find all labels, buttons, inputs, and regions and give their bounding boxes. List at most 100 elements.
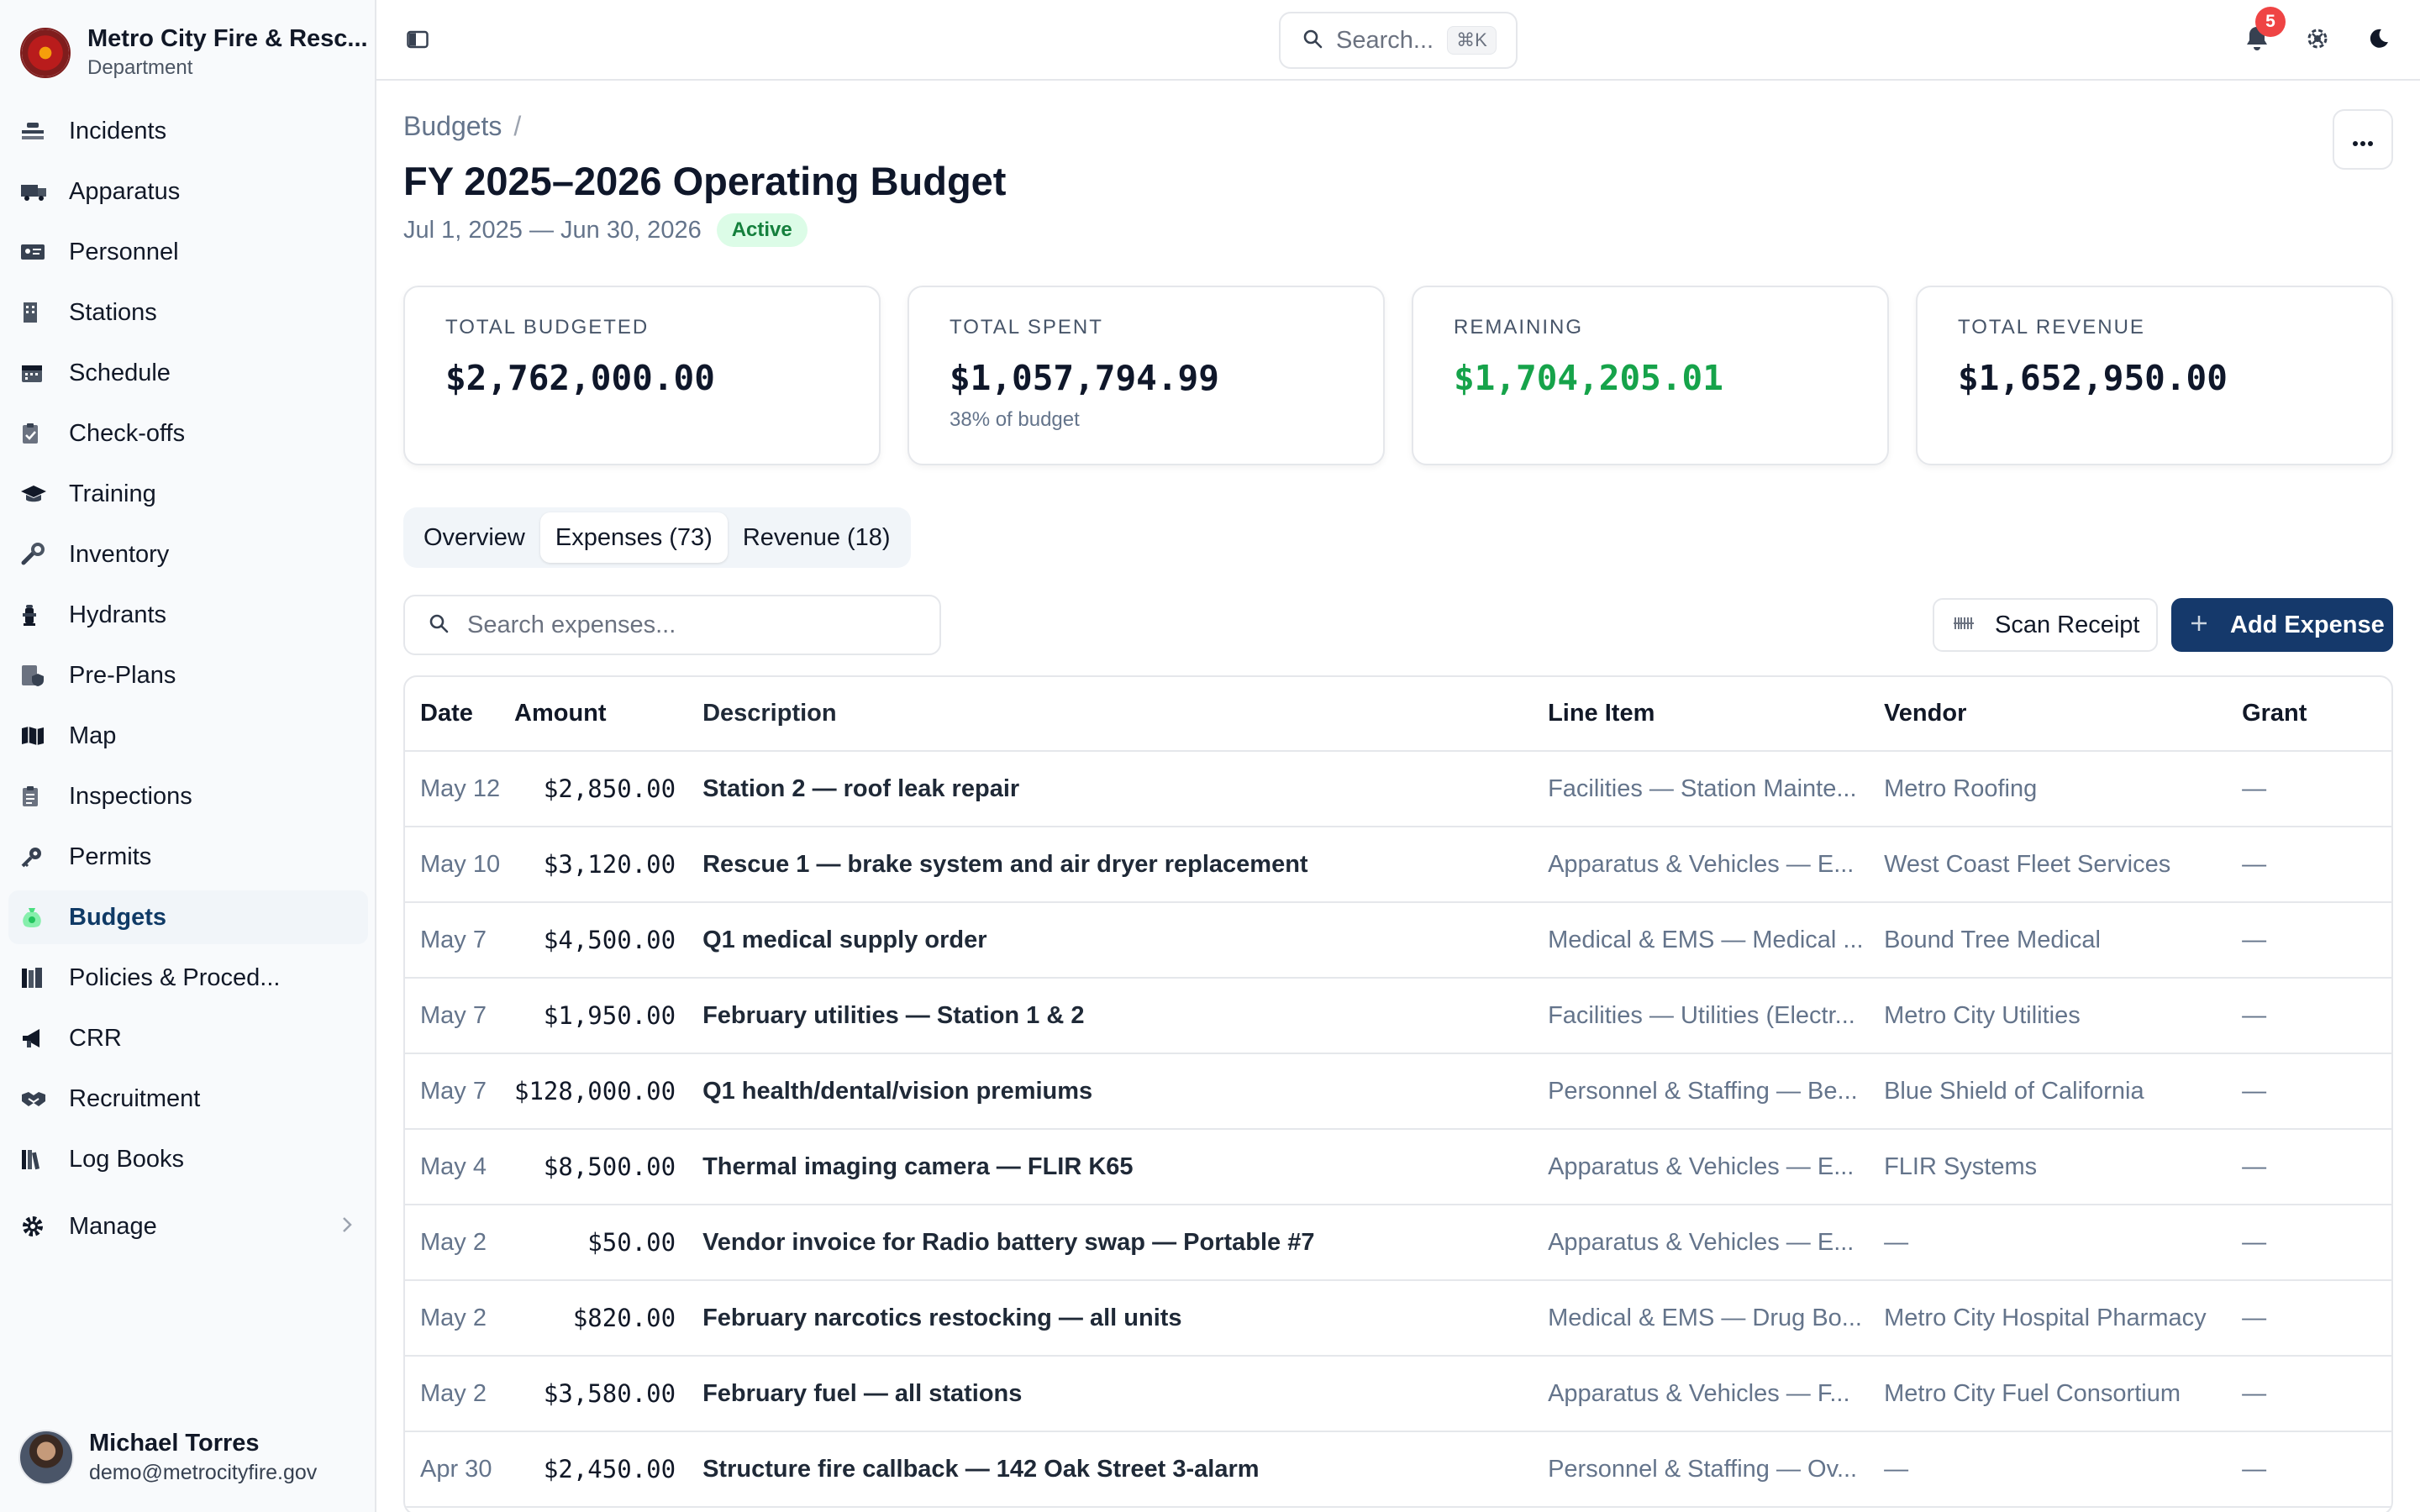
expense-date: May 7 xyxy=(405,902,514,979)
sidebar-item-label: Check-offs xyxy=(69,419,186,447)
table-row[interactable]: Apr 30 $2,450.00 Structure fire callback —… xyxy=(405,1431,2391,1508)
sidebar-item-incidents[interactable]: Incidents xyxy=(8,104,368,158)
expense-grant: — xyxy=(2242,1356,2391,1432)
card-label: REMAINING xyxy=(1454,316,1584,339)
total-revenue-card: TOTAL REVENUE $1,652,950.00 xyxy=(1916,286,2393,465)
sidebar-item-personnel[interactable]: Personnel xyxy=(8,225,368,279)
tab-revenue[interactable]: Revenue (18) xyxy=(742,523,891,551)
expense-vendor: West Coast Fleet Services xyxy=(1884,827,2243,903)
sidebar-item-schedule[interactable]: Schedule xyxy=(8,346,368,400)
scan-receipt-label: Scan Receipt xyxy=(1995,611,2140,638)
expense-grant: — xyxy=(2242,751,2391,827)
table-row[interactable]: May 4 $8,500.00 Thermal imaging camera — F… xyxy=(405,1129,2391,1205)
budget-tabs: Overview Expenses (73) Revenue (18) xyxy=(403,507,911,568)
expense-description: February utilities — Station 1 & 2 xyxy=(702,978,1549,1054)
status-badge: Active xyxy=(716,213,808,247)
expenses-search-input[interactable]: Search expenses... xyxy=(403,595,941,655)
expense-vendor: Metro Roofing xyxy=(1884,751,2243,827)
notifications-button[interactable]: 5 xyxy=(2238,7,2286,59)
wrench-icon xyxy=(20,542,52,567)
expense-description: Structure fire callback — 142 Oak Street… xyxy=(702,1431,1549,1508)
expense-amount: $2,850.00 xyxy=(514,751,703,827)
page-title: FY 2025–2026 Operating Budget xyxy=(403,159,1007,203)
org-header[interactable]: Metro City Fire & Resc... Department xyxy=(20,25,368,80)
column-header-date[interactable]: Date xyxy=(405,677,514,752)
table-row[interactable]: May 7 $4,500.00 Q1 medical supply order Med… xyxy=(405,902,2391,979)
user-profile[interactable]: Michael Torres demo@metrocityfire.gov xyxy=(18,1430,317,1485)
user-email: demo@metrocityfire.gov xyxy=(89,1461,318,1484)
sidebar-item-crr[interactable]: CRR xyxy=(8,1011,368,1065)
sidebar-item-policies-proced[interactable]: Policies & Proced... xyxy=(8,951,368,1005)
expense-vendor: Metro City Hospital Pharmacy xyxy=(1884,1280,2243,1357)
more-actions-button[interactable] xyxy=(2333,109,2393,170)
table-row[interactable]: May 2 $50.00 Vendor invoice for Radio batt… xyxy=(405,1205,2391,1281)
sidebar-item-permits[interactable]: Permits xyxy=(8,830,368,884)
ellipsis-icon xyxy=(2352,125,2374,154)
expense-vendor: Blue Shield of California xyxy=(1884,1053,2243,1130)
map-icon xyxy=(20,723,52,748)
card-label: TOTAL SPENT xyxy=(950,316,1103,339)
sidebar-item-hydrants[interactable]: Hydrants xyxy=(8,588,368,642)
column-header-amount[interactable]: Amount xyxy=(514,677,703,752)
column-header-line-item[interactable]: Line Item xyxy=(1548,677,1885,752)
expense-vendor: Bound Tree Medical xyxy=(1884,902,2243,979)
sidebar-item-check-offs[interactable]: Check-offs xyxy=(8,407,368,460)
expense-line-item: Medical & EMS — Drug Bo... xyxy=(1548,1280,1885,1357)
hydrant-icon xyxy=(20,602,52,627)
column-header-vendor[interactable]: Vendor xyxy=(1884,677,2243,752)
sidebar-item-recruitment[interactable]: Recruitment xyxy=(8,1072,368,1126)
sidebar-item-manage[interactable]: Manage xyxy=(8,1200,368,1253)
expense-line-item: Facilities — Utilities (Electr... xyxy=(1548,978,1885,1054)
expense-vendor: Metro City Fuel Consortium xyxy=(1884,1356,2243,1432)
column-header-description[interactable]: Description xyxy=(702,677,1549,752)
scan-receipt-button[interactable]: Scan Receipt xyxy=(1933,598,2158,652)
tab-expenses[interactable]: Expenses (73) xyxy=(539,512,728,563)
expense-line-item: Medical & EMS — Medical ... xyxy=(1548,902,1885,979)
expense-date: May 12 xyxy=(405,751,514,827)
expense-description: Q1 health/dental/vision premiums xyxy=(702,1053,1549,1130)
column-header-grant[interactable]: Grant xyxy=(2242,677,2391,752)
sidebar-item-budgets[interactable]: Budgets xyxy=(8,890,368,944)
sidebar-item-label: Policies & Proced... xyxy=(69,963,281,991)
sidebar-item-inspections[interactable]: Inspections xyxy=(8,769,368,823)
theme-toggle-button[interactable] xyxy=(2360,22,2396,59)
sidebar-item-log-books[interactable]: Log Books xyxy=(8,1132,368,1186)
table-row[interactable]: May 7 $128,000.00 Q1 health/dental/vision … xyxy=(405,1053,2391,1130)
table-row[interactable]: May 10 $3,120.00 Rescue 1 — brake system a… xyxy=(405,827,2391,903)
sidebar-item-pre-plans[interactable]: Pre-Plans xyxy=(8,648,368,702)
table-row[interactable]: May 12 $2,850.00 Station 2 — roof leak rep… xyxy=(405,751,2391,827)
table-row[interactable]: May 7 $1,950.00 February utilities — Stati… xyxy=(405,978,2391,1054)
table-row[interactable]: May 2 $3,580.00 February fuel — all statio… xyxy=(405,1356,2391,1432)
sidebar-item-inventory[interactable]: Inventory xyxy=(8,528,368,581)
sidebar-item-label: CRR xyxy=(69,1024,122,1052)
add-expense-label: Add Expense xyxy=(2230,611,2385,638)
sidebar-item-training[interactable]: Training xyxy=(8,467,368,521)
sidebar-toggle-icon[interactable] xyxy=(407,30,429,53)
total-revenue-value: $1,652,950.00 xyxy=(1958,358,2228,398)
sidebar-item-label: Stations xyxy=(69,298,157,326)
notification-count-badge: 5 xyxy=(2255,7,2286,37)
sidebar-item-label: Schedule xyxy=(69,359,171,386)
percent-of-budget: 38% of budget xyxy=(950,408,1080,431)
settings-button[interactable] xyxy=(2299,22,2336,59)
sidebar-item-label: Hydrants xyxy=(69,601,167,628)
tab-overview[interactable]: Overview xyxy=(424,523,525,551)
expense-description: February narcotics restocking — all unit… xyxy=(702,1280,1549,1357)
table-row[interactable]: May 2 $820.00 February narcotics restockin… xyxy=(405,1280,2391,1357)
add-expense-button[interactable]: Add Expense xyxy=(2171,598,2393,652)
global-search[interactable]: Search... ⌘K xyxy=(1279,12,1518,69)
expense-date: May 4 xyxy=(405,1129,514,1205)
sidebar-item-stations[interactable]: Stations xyxy=(8,286,368,339)
expense-line-item: Apparatus & Vehicles — F... xyxy=(1548,1356,1885,1432)
expense-line-item: Personnel & Staffing — Be... xyxy=(1548,1053,1885,1130)
breadcrumb-budgets-link[interactable]: Budgets xyxy=(403,111,502,141)
incidents-icon xyxy=(20,118,52,144)
expense-vendor: — xyxy=(1884,1431,2243,1508)
expense-amount: $8,500.00 xyxy=(514,1129,703,1205)
card-label: TOTAL REVENUE xyxy=(1958,316,2145,339)
sidebar-item-apparatus[interactable]: Apparatus xyxy=(8,165,368,218)
summary-cards: TOTAL BUDGETED $2,762,000.00 TOTAL SPENT… xyxy=(403,286,2393,465)
expense-line-item: Facilities — Station Mainte... xyxy=(1548,751,1885,827)
expense-amount: $3,120.00 xyxy=(514,827,703,903)
sidebar-item-map[interactable]: Map xyxy=(8,709,368,763)
